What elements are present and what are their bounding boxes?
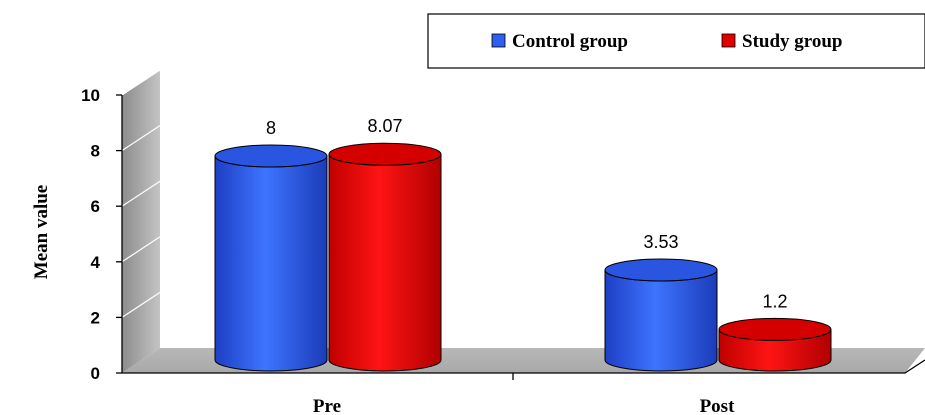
gridline [121, 291, 161, 318]
bar-body [604, 269, 718, 372]
bar-body [328, 154, 442, 372]
y-axis-ticks: 0 2 4 6 8 10 [81, 86, 122, 383]
bar-body [214, 155, 328, 372]
bar-top [604, 258, 718, 282]
y-tick-label: 0 [91, 364, 100, 383]
bar-top [718, 317, 832, 341]
y-tick-label: 2 [91, 308, 100, 327]
data-label: 3.53 [643, 232, 678, 252]
y-axis-label: Mean value [31, 185, 52, 279]
legend-swatch-study [721, 33, 736, 48]
gridlines [121, 69, 161, 318]
category-label-pre: Pre [313, 396, 341, 415]
bar-study-group-post [718, 317, 832, 372]
data-labels: 8 8.07 3.53 1.2 [266, 116, 788, 311]
data-label: 8.07 [367, 116, 402, 136]
x-axis-categories: Pre Post [313, 396, 735, 415]
data-label: 8 [266, 118, 276, 138]
side-wall [122, 70, 160, 373]
y-tick-label: 4 [91, 253, 101, 272]
gridline [121, 69, 161, 96]
legend-box [427, 13, 925, 69]
bar-series [214, 142, 832, 372]
gridline [121, 236, 161, 263]
y-tick-label: 10 [81, 86, 100, 105]
bar-control-group-pre [214, 144, 328, 372]
bar-top [214, 144, 328, 168]
bar-top [328, 142, 442, 166]
legend-label-study: Study group [742, 31, 843, 52]
legend-label-control: Control group [512, 31, 628, 52]
y-tick-label: 8 [91, 142, 100, 161]
category-label-post: Post [700, 396, 736, 415]
y-tick-label: 6 [91, 197, 100, 216]
data-label: 1.2 [762, 291, 787, 311]
legend: Control group Study group [427, 13, 925, 69]
x-axis-line [122, 359, 925, 374]
legend-swatch-control [491, 33, 506, 48]
gridline [121, 125, 161, 152]
gridline [121, 180, 161, 207]
bar-control-group-post [604, 258, 718, 372]
bar-study-group-pre [328, 142, 442, 372]
